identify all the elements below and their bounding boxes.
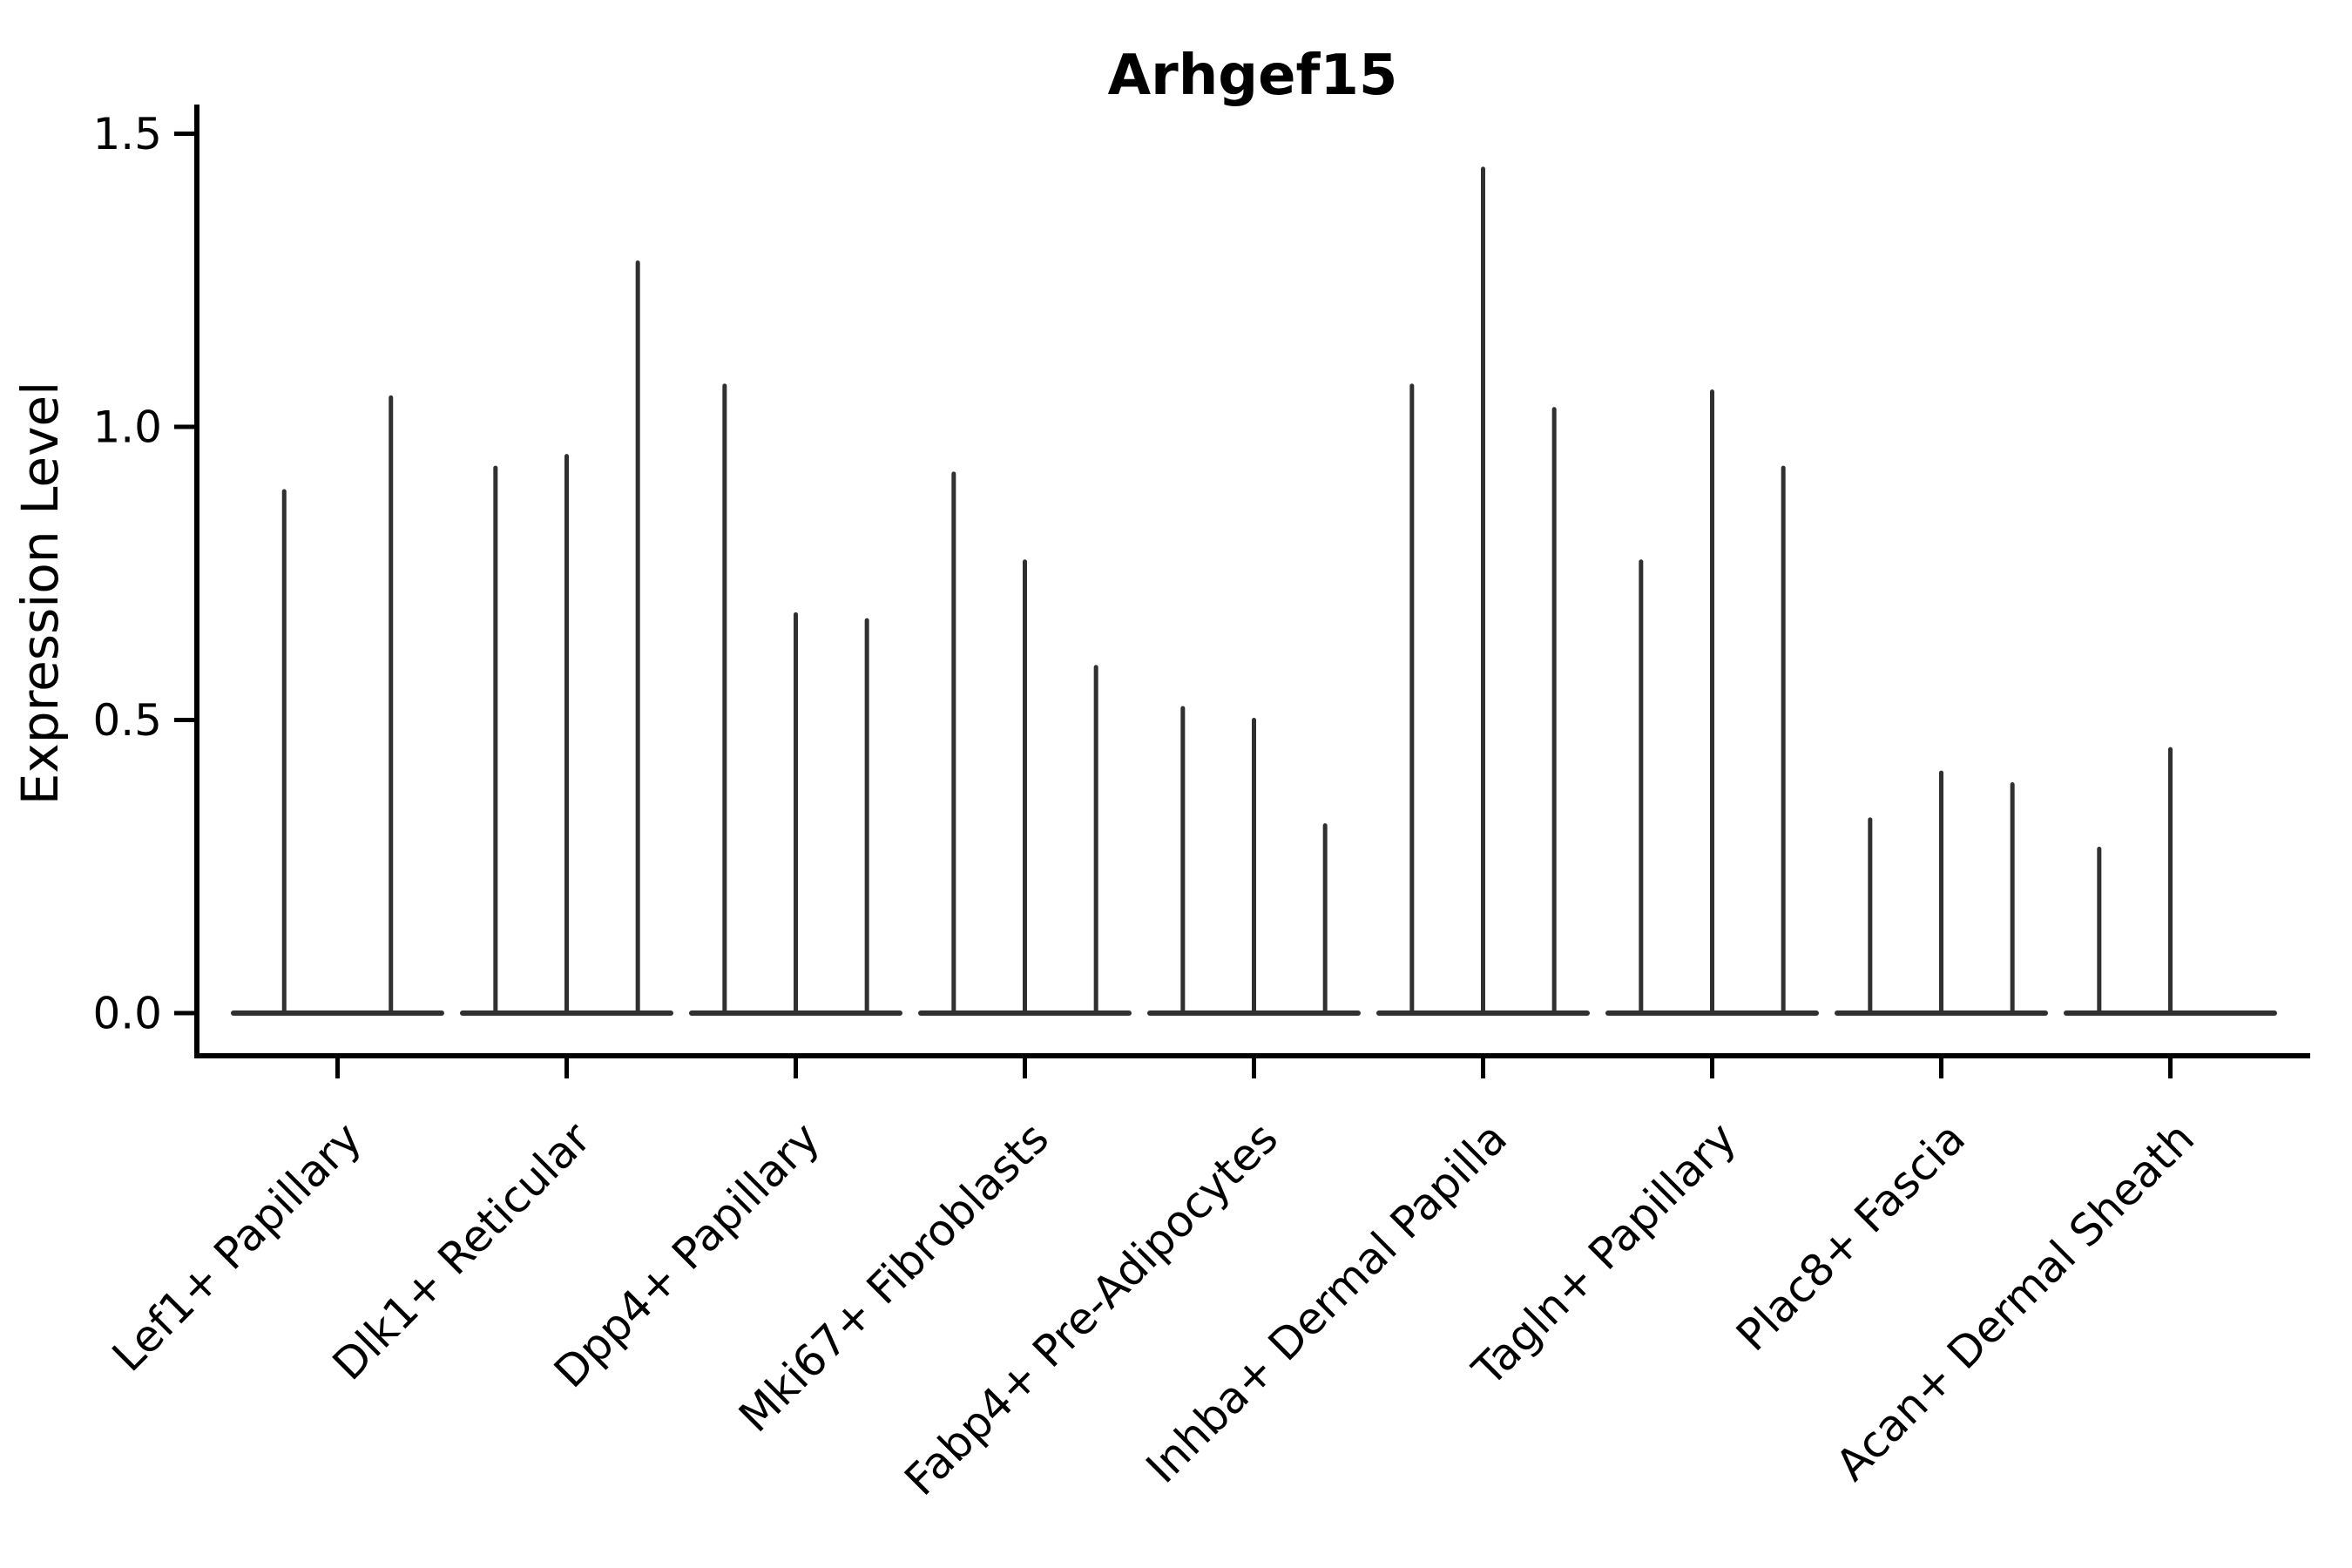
x-tick-label: Lef1+ Papillary [103, 1112, 371, 1381]
chart-title: Arhgef15 [1108, 44, 1398, 108]
y-tick-label: 1.0 [92, 402, 162, 453]
y-tick-label: 1.5 [92, 109, 162, 159]
x-tick-label: Fabp4+ Pre-Adipocytes [895, 1112, 1288, 1505]
violins-layer [231, 166, 2277, 1016]
y-tick-label: 0.0 [92, 989, 162, 1039]
x-tick-label: Plac8+ Fascia [1727, 1112, 1975, 1361]
y-axis-label: Expression Level [10, 382, 70, 805]
y-tick-label: 0.5 [92, 695, 162, 746]
